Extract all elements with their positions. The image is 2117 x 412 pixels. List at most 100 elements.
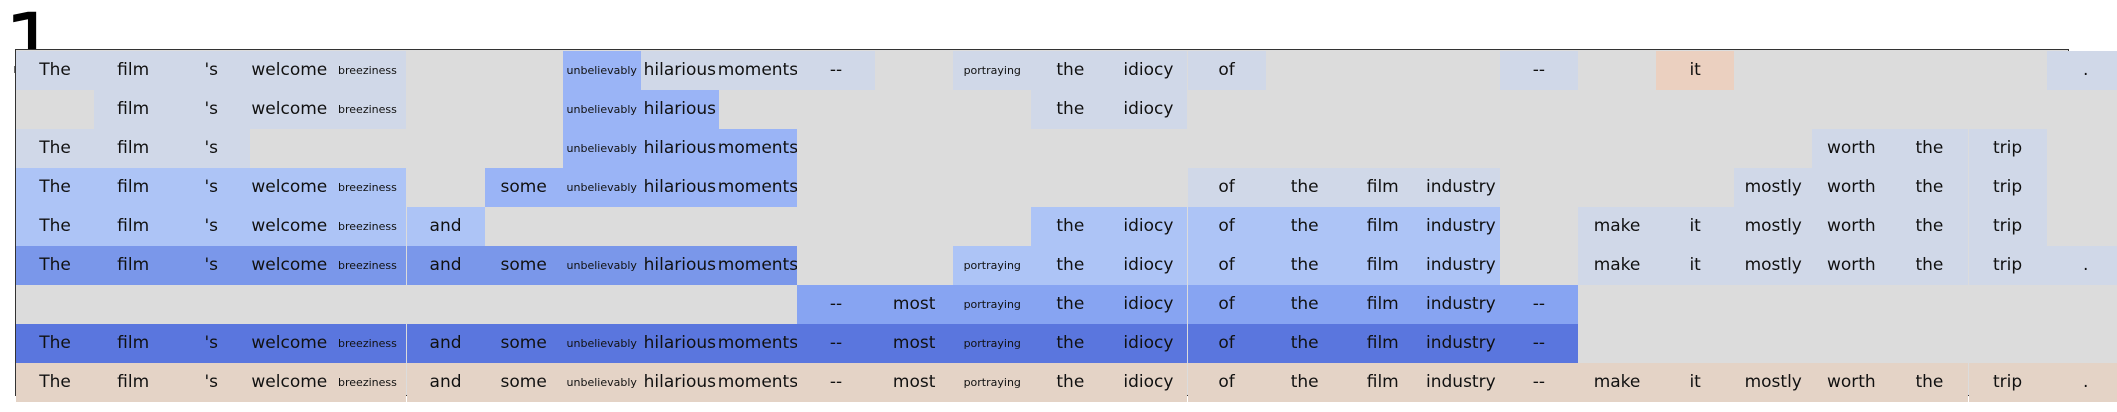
heatmap-cell bbox=[1812, 323, 1891, 363]
heatmap-cell: it bbox=[1656, 50, 1735, 90]
heatmap-cell bbox=[1109, 167, 1188, 207]
heatmap-cell: The bbox=[16, 323, 95, 363]
token-label: mostly bbox=[1744, 216, 1802, 236]
heatmap-cell: industry bbox=[1421, 284, 1500, 324]
heatmap-cell bbox=[1265, 50, 1344, 90]
token-label: the bbox=[1056, 99, 1085, 119]
heatmap-cell: welcome bbox=[250, 323, 329, 363]
heatmap-cell: of bbox=[1187, 284, 1266, 324]
heatmap-cell: worth bbox=[1812, 362, 1891, 402]
heatmap-cell bbox=[1499, 89, 1578, 129]
token-label: some bbox=[500, 372, 547, 392]
token-label: most bbox=[892, 333, 936, 353]
heatmap-cell bbox=[250, 128, 329, 168]
token-label: it bbox=[1689, 372, 1701, 392]
heatmap-cell: some bbox=[484, 167, 563, 207]
heatmap-cell: mostly bbox=[1734, 206, 1813, 246]
token-label: hilarious bbox=[643, 138, 717, 158]
heatmap-cell: film bbox=[94, 128, 173, 168]
heatmap-cell bbox=[2046, 206, 2117, 246]
token-label: film bbox=[1366, 333, 1399, 353]
heatmap-cell bbox=[406, 128, 485, 168]
token-label: 's bbox=[204, 255, 218, 275]
token-label: film bbox=[1366, 294, 1399, 314]
heatmap-cell bbox=[1890, 50, 1969, 90]
token-label: -- bbox=[1532, 60, 1546, 80]
heatmap-cell: unbelievably bbox=[562, 50, 641, 90]
token-label: film bbox=[117, 177, 150, 197]
token-label: moments bbox=[717, 372, 799, 392]
heatmap-cell: worth bbox=[1812, 167, 1891, 207]
token-label: portraying bbox=[963, 336, 1021, 350]
heatmap-cell: . bbox=[2046, 245, 2117, 285]
heatmap-cell bbox=[1812, 284, 1891, 324]
token-label: -- bbox=[829, 60, 843, 80]
heatmap-cell bbox=[1343, 89, 1422, 129]
heatmap-cell: idiocy bbox=[1109, 245, 1188, 285]
token-label: trip bbox=[1992, 216, 2023, 236]
token-label: it bbox=[1689, 60, 1701, 80]
token-label: film bbox=[1366, 177, 1399, 197]
heatmap-cell bbox=[2046, 128, 2117, 168]
token-label: 's bbox=[204, 333, 218, 353]
heatmap-cell: the bbox=[1031, 362, 1110, 402]
heatmap-cell bbox=[1734, 50, 1813, 90]
heatmap-row: The film 's unbelievably hilarious moments wor… bbox=[16, 128, 2117, 168]
heatmap-cell bbox=[2046, 284, 2117, 324]
token-label: it bbox=[1689, 255, 1701, 275]
heatmap-cell bbox=[1890, 284, 1969, 324]
heatmap-row: The film 's welcome breeziness and some unbelie… bbox=[16, 362, 2117, 402]
heatmap-cell bbox=[172, 284, 251, 324]
heatmap-cell: film bbox=[1343, 323, 1422, 363]
heatmap-cell: film bbox=[1343, 284, 1422, 324]
token-label: industry bbox=[1426, 177, 1496, 197]
token-label: 's bbox=[204, 216, 218, 236]
token-label: film bbox=[1366, 216, 1399, 236]
heatmap-cell: The bbox=[16, 128, 95, 168]
heatmap-cell bbox=[1031, 167, 1110, 207]
heatmap-cell bbox=[16, 89, 95, 129]
token-label: worth bbox=[1826, 177, 1876, 197]
token-label: mostly bbox=[1744, 255, 1802, 275]
token-label: some bbox=[500, 333, 547, 353]
token-label: mostly bbox=[1744, 177, 1802, 197]
heatmap-cell: The bbox=[16, 245, 95, 285]
heatmap-cell: unbelievably bbox=[562, 89, 641, 129]
token-label: most bbox=[892, 294, 936, 314]
heatmap-row: film 's welcome breeziness unbelievably hilar… bbox=[16, 89, 2117, 129]
token-label: film bbox=[117, 99, 150, 119]
heatmap-cell bbox=[718, 206, 797, 246]
token-label: unbelievably bbox=[566, 63, 637, 77]
heatmap-cell: and bbox=[406, 245, 485, 285]
token-label: and bbox=[429, 372, 462, 392]
heatmap-cell: hilarious bbox=[640, 245, 719, 285]
token-label: idiocy bbox=[1123, 333, 1174, 353]
token-label: film bbox=[117, 138, 150, 158]
heatmap-row: The film 's welcome breeziness some unbelievab… bbox=[16, 167, 2117, 207]
heatmap-cell bbox=[1187, 89, 1266, 129]
heatmap-cell bbox=[718, 89, 797, 129]
heatmap-cell bbox=[1499, 245, 1578, 285]
heatmap-cell bbox=[1968, 50, 2047, 90]
heatmap-cell: moments bbox=[718, 128, 798, 168]
token-label: welcome bbox=[251, 216, 328, 236]
token-label: portraying bbox=[963, 63, 1021, 77]
token-label: worth bbox=[1826, 138, 1876, 158]
token-label: The bbox=[39, 177, 71, 197]
heatmap-cell: unbelievably bbox=[562, 167, 641, 207]
token-label: breeziness bbox=[338, 102, 397, 116]
heatmap-cell: the bbox=[1890, 245, 1969, 285]
heatmap-cell: industry bbox=[1421, 206, 1500, 246]
token-label: the bbox=[1915, 177, 1944, 197]
heatmap-cell: film bbox=[1343, 206, 1422, 246]
heatmap-cell: welcome bbox=[250, 245, 329, 285]
token-label: trip bbox=[1992, 177, 2023, 197]
heatmap-cell: idiocy bbox=[1109, 362, 1188, 402]
token-label: hilarious bbox=[643, 177, 717, 197]
heatmap-cell: some bbox=[484, 245, 563, 285]
heatmap-cell: -- bbox=[797, 50, 876, 90]
heatmap-cell: film bbox=[94, 50, 173, 90]
heatmap-cell bbox=[1499, 167, 1578, 207]
heatmap-cell: 's bbox=[172, 89, 251, 129]
heatmap-cell: and bbox=[406, 323, 485, 363]
